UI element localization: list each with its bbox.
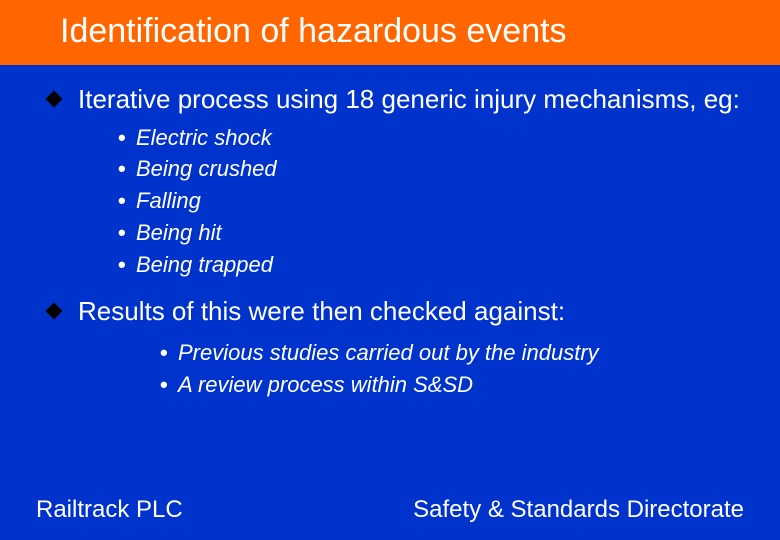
- sub-item-text: A review process within S&SD: [178, 369, 473, 401]
- sub-item: •Being crushed: [118, 153, 740, 185]
- sub-item-text: Being hit: [136, 217, 222, 249]
- main-point-text: Results of this were then checked agains…: [78, 295, 565, 328]
- dot-bullet-icon: •: [160, 369, 178, 401]
- main-point: Results of this were then checked agains…: [48, 295, 740, 328]
- slide-title: Identification of hazardous events: [0, 0, 780, 65]
- dot-bullet-icon: •: [118, 122, 136, 154]
- slide-footer: Railtrack PLC Safety & Standards Directo…: [0, 496, 780, 524]
- sub-item: •Falling: [118, 185, 740, 217]
- dot-bullet-icon: •: [118, 217, 136, 249]
- sub-item-text: Being crushed: [136, 153, 277, 185]
- sub-item: •Being trapped: [118, 249, 740, 281]
- footer-left: Railtrack PLC: [36, 496, 183, 524]
- sub-item: •A review process within S&SD: [160, 369, 740, 401]
- slide-content: Iterative process using 18 generic injur…: [0, 65, 780, 401]
- dot-bullet-icon: •: [160, 337, 178, 369]
- main-point-text: Iterative process using 18 generic injur…: [78, 83, 740, 116]
- sub-item-text: Electric shock: [136, 122, 272, 154]
- diamond-bullet-icon: [48, 93, 60, 105]
- diamond-bullet-icon: [48, 305, 60, 317]
- sub-item-text: Falling: [136, 185, 201, 217]
- dot-bullet-icon: •: [118, 249, 136, 281]
- main-point: Iterative process using 18 generic injur…: [48, 83, 740, 116]
- sub-item: •Being hit: [118, 217, 740, 249]
- sub-list: •Electric shock •Being crushed •Falling …: [118, 122, 740, 281]
- sub-item: •Previous studies carried out by the ind…: [160, 337, 740, 369]
- sub-item-text: Being trapped: [136, 249, 273, 281]
- dot-bullet-icon: •: [118, 153, 136, 185]
- footer-right: Safety & Standards Directorate: [413, 496, 744, 524]
- sub-item: •Electric shock: [118, 122, 740, 154]
- sub-item-text: Previous studies carried out by the indu…: [178, 337, 599, 369]
- sub-list: •Previous studies carried out by the ind…: [160, 337, 740, 401]
- dot-bullet-icon: •: [118, 185, 136, 217]
